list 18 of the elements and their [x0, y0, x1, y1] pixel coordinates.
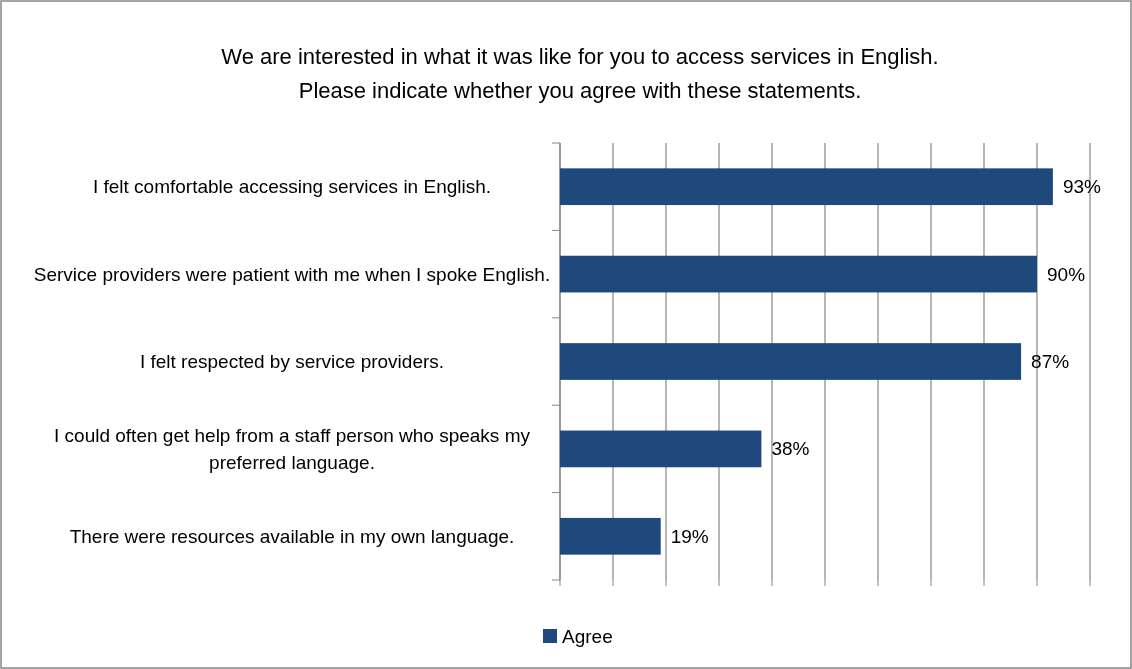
bar	[560, 517, 661, 555]
data-label: 38%	[771, 438, 810, 460]
chart-title: We are interested in what it was like for you to access services in English.	[221, 44, 939, 69]
bar	[560, 430, 762, 468]
y-tick-label: I felt comfortable accessing services in English.	[92, 176, 492, 198]
data-label: 90%	[1047, 263, 1086, 285]
y-tick-label: I could often get help from a staff person who speaks my preferred language.	[54, 424, 531, 473]
bar	[560, 343, 1022, 380]
data-label: 19%	[670, 525, 709, 547]
data-label: 93%	[1062, 176, 1102, 198]
y-tick-label: Service providers were patient with me when I spoke English.	[33, 263, 551, 285]
bar	[560, 168, 1053, 206]
chart-subtitle: Please indicate whether you agree with these statements.	[298, 78, 862, 103]
y-tick-label: I felt respected by service providers.	[139, 351, 445, 372]
legend-label: Agree	[562, 625, 613, 647]
data-label: 87%	[1031, 351, 1070, 372]
bar	[560, 255, 1037, 293]
y-tick-label: There were resources available in my own language.	[69, 525, 515, 547]
